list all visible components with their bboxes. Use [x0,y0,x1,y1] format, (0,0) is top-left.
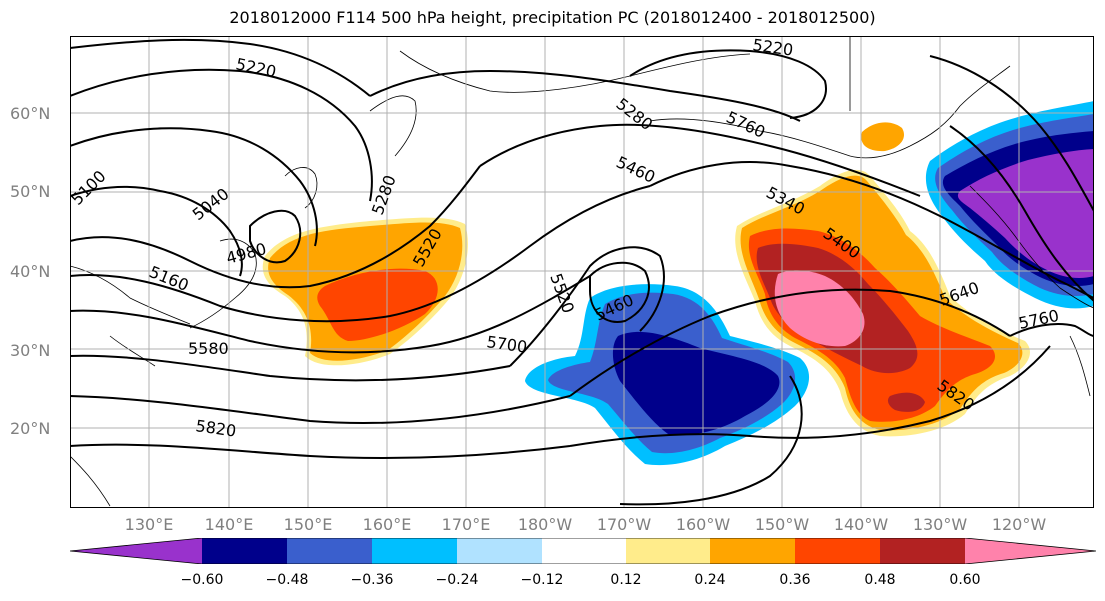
lon-label-160w: 160°W [675,515,731,534]
lon-label-170e: 170°E [441,515,491,534]
lat-label-20n: 20°N [10,419,51,438]
colorbar-segment [70,538,202,564]
height-contours [70,38,1094,506]
colorbar-segment [542,538,626,564]
lon-label-180w: 180°W [517,515,573,534]
colorbar-segment [372,538,457,564]
lon-label-160e: 160°E [362,515,412,534]
colorbar-tick-label: 0.48 [864,572,896,588]
colorbar [70,538,1096,564]
map-frame [70,36,1094,508]
lon-label-130e: 130°E [124,515,174,534]
colorbar-segment [965,538,1096,564]
lat-label-60n: 60°N [10,104,51,123]
coastlines [70,36,1094,507]
lat-label-40n: 40°N [10,262,51,281]
lon-label-140e: 140°E [204,515,254,534]
colorbar-tick-label: −0.24 [435,572,479,588]
contour-label: 5580 [188,339,229,358]
colorbar-segment [287,538,372,564]
graticule [70,36,1094,508]
map-title: 2018012000 F114 500 hPa height, precipit… [229,8,876,27]
colorbar-tick-label: 0.60 [949,572,981,588]
colorbar-segment [795,538,880,564]
colorbar-segment [710,538,795,564]
lon-label-170w: 170°W [596,515,652,534]
lon-label-150e: 150°E [283,515,333,534]
colorbar-segment [626,538,710,564]
lon-label-130w: 130°W [912,515,968,534]
colorbar-tick-label: −0.12 [520,572,564,588]
map-panel: 5220 5220 5280 5760 5460 5340 5400 5100 … [70,36,1094,508]
lon-label-150w: 150°W [754,515,810,534]
colorbar-segment [202,538,287,564]
colorbar-tick-label: −0.60 [180,572,224,588]
colorbar-tick-label: 0.36 [779,572,811,588]
lat-label-30n: 30°N [10,341,51,360]
colorbar-tick-label: 0.12 [610,572,642,588]
lon-label-140w: 140°W [833,515,889,534]
contour-label: 5220 [751,36,794,60]
colorbar-segment [880,538,965,564]
colorbar-tick-label: −0.48 [265,572,309,588]
lon-label-120w: 120°W [991,515,1047,534]
lat-label-50n: 50°N [10,182,51,201]
colorbar-tick-label: −0.36 [350,572,394,588]
colorbar-tick-label: 0.24 [694,572,726,588]
precip-shading [262,101,1094,466]
colorbar-segment [457,538,542,564]
